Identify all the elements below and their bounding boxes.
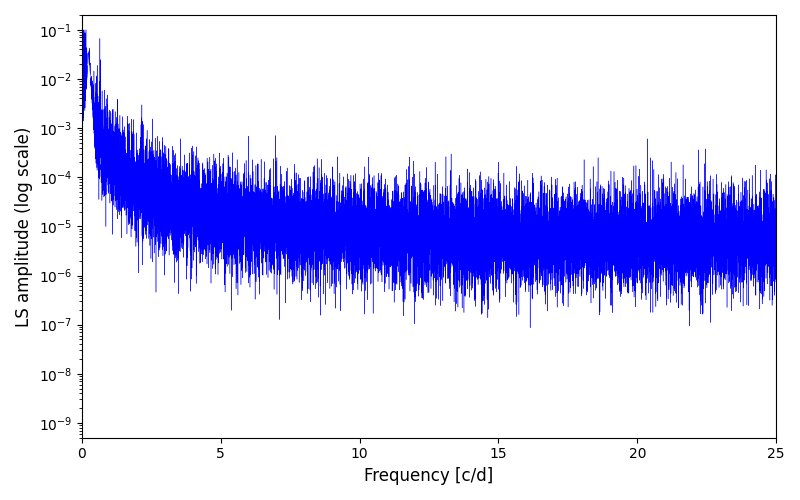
X-axis label: Frequency [c/d]: Frequency [c/d] — [364, 467, 494, 485]
Y-axis label: LS amplitude (log scale): LS amplitude (log scale) — [15, 126, 33, 326]
